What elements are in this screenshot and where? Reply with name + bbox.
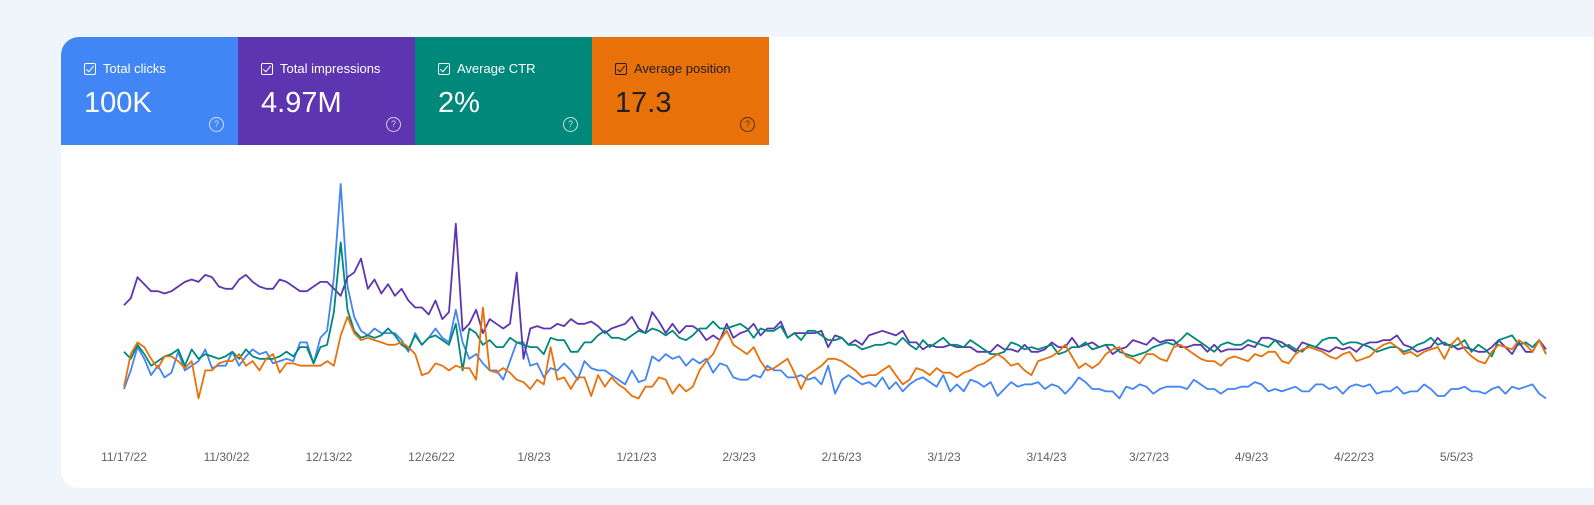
x-tick-label: 2/16/23 <box>821 450 861 464</box>
metric-value: 4.97M <box>261 87 342 119</box>
metric-tile-header: Average CTR <box>438 61 536 77</box>
metric-label: Total impressions <box>280 61 381 76</box>
x-tick-label: 3/1/23 <box>927 450 961 464</box>
metric-label: Total clicks <box>103 61 166 76</box>
x-tick-label: 4/9/23 <box>1235 450 1269 464</box>
x-tick-label: 12/26/22 <box>408 450 455 464</box>
checkbox-checked-icon[interactable] <box>438 63 450 75</box>
x-tick-label: 3/14/23 <box>1026 450 1066 464</box>
checkbox-checked-icon[interactable] <box>261 63 273 75</box>
metric-tile-header: Total clicks <box>84 61 166 77</box>
metric-value: 2% <box>438 87 480 119</box>
x-tick-label: 5/5/23 <box>1440 450 1474 464</box>
help-circle-icon[interactable]: ? <box>563 117 578 132</box>
metric-tile-total-impressions[interactable]: Total impressions 4.97M? <box>238 37 415 145</box>
x-tick-label: 1/8/23 <box>517 450 551 464</box>
help-circle-icon[interactable]: ? <box>209 117 224 132</box>
metric-label: Average CTR <box>457 61 536 76</box>
x-tick-label: 2/3/23 <box>722 450 756 464</box>
metric-tile-average-ctr[interactable]: Average CTR 2%? <box>415 37 592 145</box>
metric-tile-header: Total impressions <box>261 61 380 77</box>
x-tick-label: 11/30/22 <box>204 450 250 464</box>
metric-tile-average-position[interactable]: Average position 17.3? <box>592 37 769 145</box>
x-tick-label: 12/13/22 <box>306 450 353 464</box>
metric-tiles: Total clicks 100K? Total impressions 4.97M?… <box>61 37 769 145</box>
help-circle-icon[interactable]: ? <box>740 117 755 132</box>
x-tick-label: 11/17/22 <box>101 450 147 464</box>
metric-label: Average position <box>634 61 731 76</box>
checkbox-checked-icon[interactable] <box>84 63 96 75</box>
metric-tile-header: Average position <box>615 61 731 77</box>
x-tick-label: 3/27/23 <box>1129 450 1169 464</box>
metric-value: 17.3 <box>615 87 672 119</box>
performance-card: 11/17/22 11/30/22 12/13/22 12/26/22 1/8/23 1/… <box>61 37 1594 488</box>
series-line-total-clicks <box>123 183 1547 400</box>
metric-tile-total-clicks[interactable]: Total clicks 100K? <box>61 37 238 145</box>
x-tick-label: 1/21/23 <box>616 450 656 464</box>
metric-value: 100K <box>84 87 152 119</box>
help-circle-icon[interactable]: ? <box>386 117 401 132</box>
series-line-average-ctr <box>123 241 1547 372</box>
x-tick-label: 4/22/23 <box>1334 450 1374 464</box>
checkbox-checked-icon[interactable] <box>615 63 627 75</box>
performance-line-chart: 11/17/22 11/30/22 12/13/22 12/26/22 1/8/23 1/… <box>101 183 1547 464</box>
series-line-average-position <box>123 306 1547 400</box>
